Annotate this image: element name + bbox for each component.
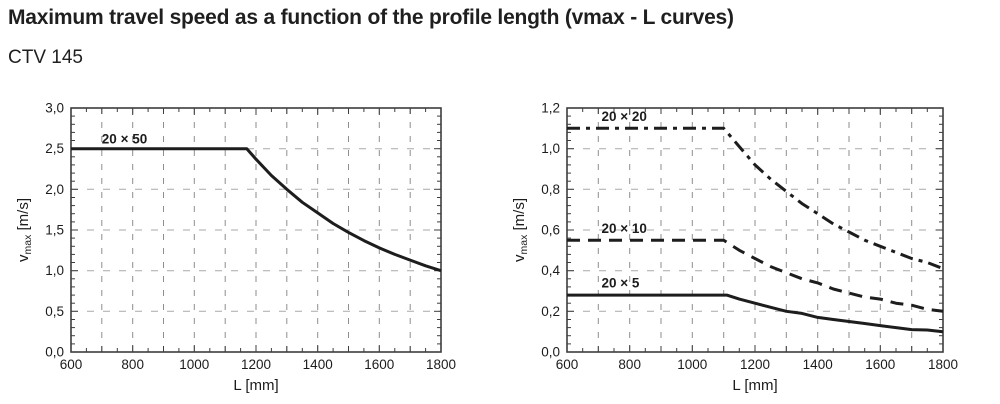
x-axis-label: L [mm] — [233, 377, 278, 394]
y-tick-label: 1,2 — [541, 101, 560, 116]
page-subtitle: CTV 145 — [8, 47, 83, 68]
x-tick-label: 800 — [618, 357, 641, 372]
x-axis-label: L [mm] — [732, 377, 777, 394]
y-tick-label: 0,8 — [541, 182, 560, 197]
x-tick-label: 1400 — [303, 357, 333, 372]
series-label-20×50: 20 × 50 — [102, 131, 147, 146]
y-tick-label: 1,0 — [541, 141, 560, 156]
y-tick-label: 0,0 — [541, 345, 560, 360]
y-tick-label: 2,5 — [45, 141, 64, 156]
y-tick-label: 0,4 — [541, 263, 560, 278]
chart-vmax-left-20x50: 600 800 1000 1200 1400 1600 1800 0,0 0,5 1,0 1,5 2,… — [15, 101, 456, 395]
y-axis-label: vmax [m/s] — [15, 198, 34, 262]
x-tick-label: 1200 — [740, 357, 770, 372]
charts-row: 600 800 1000 1200 1400 1600 1800 0,0 0,5 1,0 1,5 2,… — [0, 90, 1000, 404]
y-tick-label: 1,0 — [45, 263, 64, 278]
x-tick-label: 1400 — [803, 357, 833, 372]
x-tick-label: 800 — [121, 357, 144, 372]
series-label-20×20: 20 × 20 — [602, 109, 647, 124]
x-tick-label: 1800 — [426, 357, 456, 372]
x-tick-label: 600 — [556, 357, 579, 372]
series-label-20×10: 20 × 10 — [602, 221, 647, 236]
y-tick-label: 0,2 — [541, 304, 560, 319]
y-tick-label: 1,5 — [45, 223, 64, 238]
y-tick-label: 2,0 — [45, 182, 64, 197]
x-tick-label: 1200 — [241, 357, 271, 372]
x-tick-label: 600 — [60, 357, 83, 372]
y-tick-label: 3,0 — [45, 101, 64, 116]
page-title: Maximum travel speed as a function of th… — [8, 6, 734, 29]
x-tick-label: 1800 — [928, 357, 958, 372]
x-tick-label: 1600 — [865, 357, 895, 372]
y-tick-label: 0,0 — [45, 345, 64, 360]
y-axis-label: vmax [m/s] — [511, 198, 530, 262]
x-tick-label: 1000 — [179, 357, 209, 372]
series-curve-20×20 — [567, 126, 944, 270]
x-tick-label: 1000 — [677, 357, 707, 372]
x-tick-label: 1600 — [364, 357, 394, 372]
chart-vmax-right-20x20-10-5: 600 800 1000 1200 1400 1600 1800 0,0 0,2 0,4 0,6 0,… — [511, 101, 958, 395]
series-curve-20×50 — [71, 147, 442, 273]
y-tick-label: 0,6 — [541, 223, 560, 238]
series-curve-20×5 — [567, 293, 944, 334]
y-tick-label: 0,5 — [45, 304, 64, 319]
series-label-20×5: 20 × 5 — [602, 275, 640, 290]
